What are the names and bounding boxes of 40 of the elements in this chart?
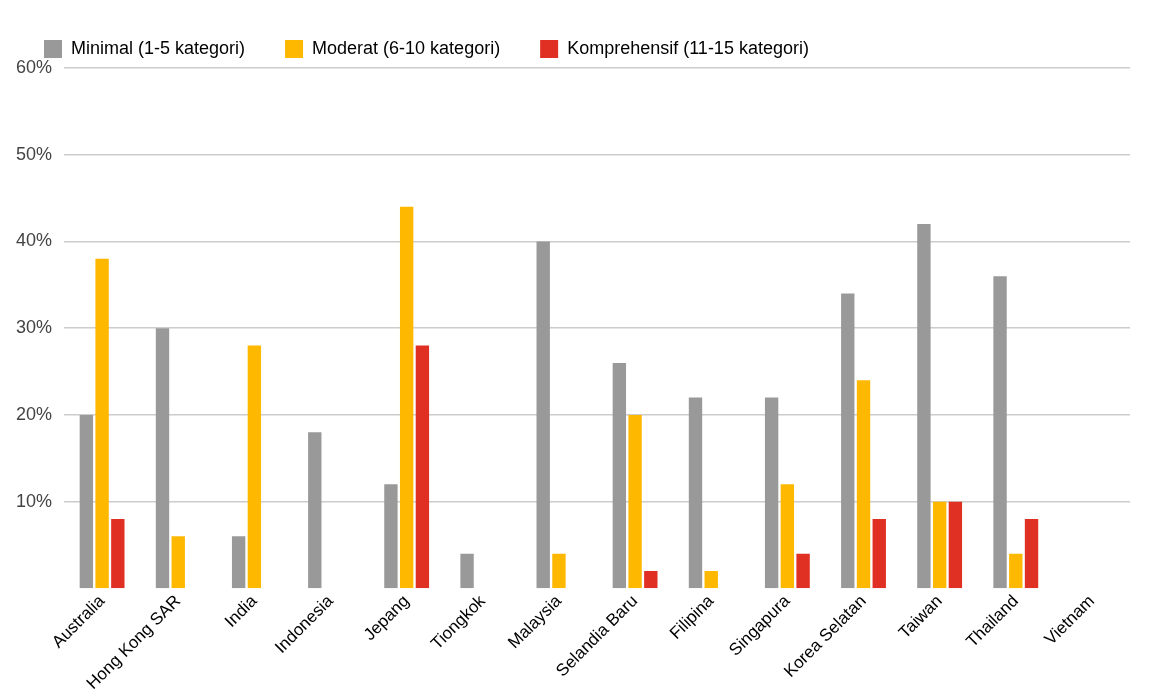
bar	[917, 224, 931, 589]
legend-label: Moderat (6-10 kategori)	[312, 37, 501, 58]
bar	[247, 345, 262, 589]
y-tick-label: 10%	[16, 490, 53, 511]
bar	[552, 553, 566, 589]
bar	[155, 328, 170, 589]
bar	[688, 397, 703, 589]
bar	[95, 258, 109, 589]
bar	[764, 397, 779, 589]
bar	[948, 501, 963, 589]
bar	[932, 501, 947, 589]
y-tick-label: 50%	[16, 143, 53, 164]
bar	[704, 571, 718, 589]
legend-label: Minimal (1-5 kategori)	[71, 37, 246, 58]
bar	[79, 414, 94, 589]
bar	[780, 484, 795, 589]
bar	[308, 432, 322, 589]
bar	[612, 362, 627, 589]
bar	[872, 518, 886, 589]
bar	[841, 293, 855, 589]
y-tick-label: 60%	[16, 56, 53, 77]
bar	[231, 536, 246, 589]
bar	[644, 571, 658, 589]
bar	[796, 553, 810, 589]
bar	[399, 206, 414, 589]
bar	[384, 484, 398, 589]
bar	[1024, 518, 1039, 589]
bar	[415, 345, 430, 589]
y-tick-label: 30%	[16, 317, 53, 338]
bar	[536, 241, 550, 589]
bar	[111, 518, 125, 589]
y-tick-label: 20%	[16, 403, 53, 424]
bar	[856, 380, 871, 589]
bar	[171, 536, 185, 589]
bar	[628, 414, 642, 589]
bar	[1009, 553, 1023, 589]
y-tick-label: 40%	[16, 230, 53, 251]
bar	[993, 276, 1007, 589]
bar	[460, 553, 474, 589]
legend-label: Komprehensif (11-15 kategori)	[567, 37, 809, 58]
